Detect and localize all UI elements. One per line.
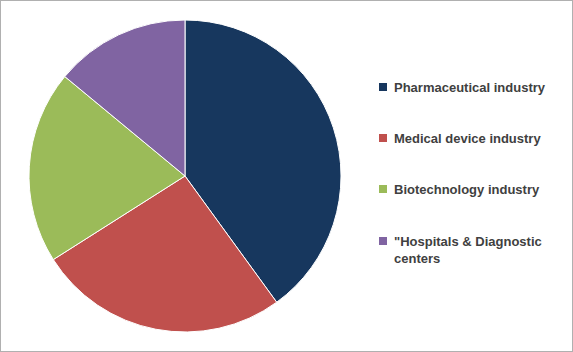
pie-area <box>1 1 572 351</box>
chart-frame: Pharmaceutical industry Medical device in… <box>0 0 573 352</box>
pie-slice <box>65 20 185 176</box>
legend-swatch <box>379 237 387 245</box>
legend-label: Pharmaceutical industry <box>394 79 566 96</box>
legend-swatch <box>379 83 387 91</box>
legend-swatch <box>379 134 387 142</box>
legend-swatch <box>379 185 387 193</box>
legend-label: Medical device industry <box>394 130 566 147</box>
legend-label: Biotechnology industry <box>394 181 566 198</box>
legend-label: "Hospitals & Diagnostic centers <box>394 233 566 267</box>
